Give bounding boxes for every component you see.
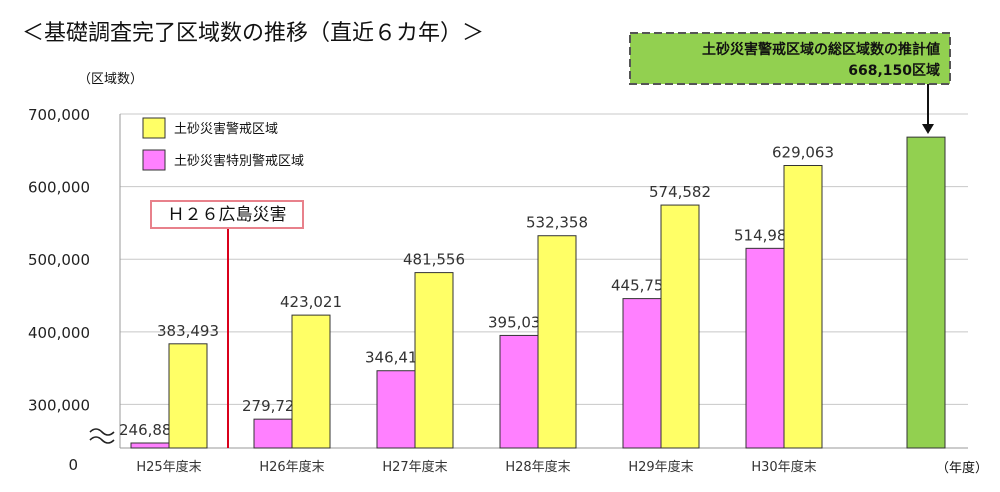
legend-label-warning: 土砂災害警戒区域	[174, 121, 278, 137]
zero-tick-label: 0	[68, 456, 78, 474]
y-tick-label: 300,000	[28, 396, 90, 414]
chart-title: ＜基礎調査完了区域数の推移（直近６カ年）＞	[22, 21, 484, 46]
data-label-special: 445,758	[611, 277, 673, 295]
bar-special	[376, 370, 416, 449]
legend-label-special: 土砂災害特別警戒区域	[174, 153, 304, 169]
data-label-warning: 481,556	[403, 251, 465, 269]
down-arrow-icon	[922, 124, 934, 134]
legend-swatch-special	[142, 149, 166, 171]
category-label: H27年度末	[382, 459, 447, 475]
bar-warning	[414, 272, 454, 449]
data-label-warning: 423,021	[280, 293, 342, 311]
bar-warning	[783, 165, 823, 449]
category-label: H26年度末	[259, 459, 324, 475]
data-label-warning: 629,063	[772, 144, 834, 162]
callout: 土砂災害警戒区域の総区域数の推計値 668,150区域	[629, 32, 951, 134]
bar-special	[253, 418, 293, 449]
data-label-special: 395,038	[488, 313, 550, 331]
y-tick-label: 400,000	[28, 324, 90, 342]
callout-line2: 668,150区域	[848, 62, 940, 79]
bar-warning	[660, 204, 700, 449]
event-label-box	[150, 200, 304, 229]
category-labels: H25年度末 H26年度末 H27年度末 H28年度末 H29年度末 H30年度末	[136, 459, 816, 475]
event-marker: Ｈ２６広島災害	[150, 200, 304, 448]
y-tick-label: 600,000	[28, 179, 90, 197]
data-label-special: 346,413	[365, 349, 427, 367]
legend: 土砂災害警戒区域 土砂災害特別警戒区域	[142, 117, 304, 171]
x-unit-label: （年度）	[936, 460, 988, 476]
category-label: H29年度末	[628, 459, 693, 475]
callout-line1: 土砂災害警戒区域の総区域数の推計値	[702, 41, 940, 58]
legend-swatch-warning	[142, 117, 166, 139]
bar-warning	[168, 343, 208, 449]
y-tick-label: 700,000	[28, 106, 90, 124]
bar-warning	[291, 314, 331, 449]
data-label-special: 246,882	[119, 421, 181, 439]
axis-break-icon	[89, 428, 115, 444]
bars: 246,882 383,493 279,724 423,021 346,413 481,5…	[119, 136, 946, 449]
bar-special	[499, 334, 539, 449]
y-axis-ticks: 300,000 400,000 500,000 600,000 700,000	[28, 106, 90, 414]
category-label: H30年度末	[751, 459, 816, 475]
y-unit-label: （区域数）	[78, 72, 143, 87]
category-label: H25年度末	[136, 459, 201, 475]
bar-estimate	[906, 136, 946, 449]
data-label-special: 514,986	[734, 226, 796, 244]
bar-special	[130, 442, 170, 449]
data-label-special: 279,724	[242, 397, 304, 415]
y-tick-label: 500,000	[28, 251, 90, 269]
bar-special	[745, 247, 785, 449]
bar-warning	[537, 235, 577, 449]
callout-box	[629, 32, 951, 85]
data-label-warning: 383,493	[157, 322, 219, 340]
data-label-warning: 574,582	[649, 183, 711, 201]
event-label: Ｈ２６広島災害	[168, 205, 287, 225]
bar-special	[622, 298, 662, 449]
data-label-warning: 532,358	[526, 214, 588, 232]
category-label: H28年度末	[505, 459, 570, 475]
